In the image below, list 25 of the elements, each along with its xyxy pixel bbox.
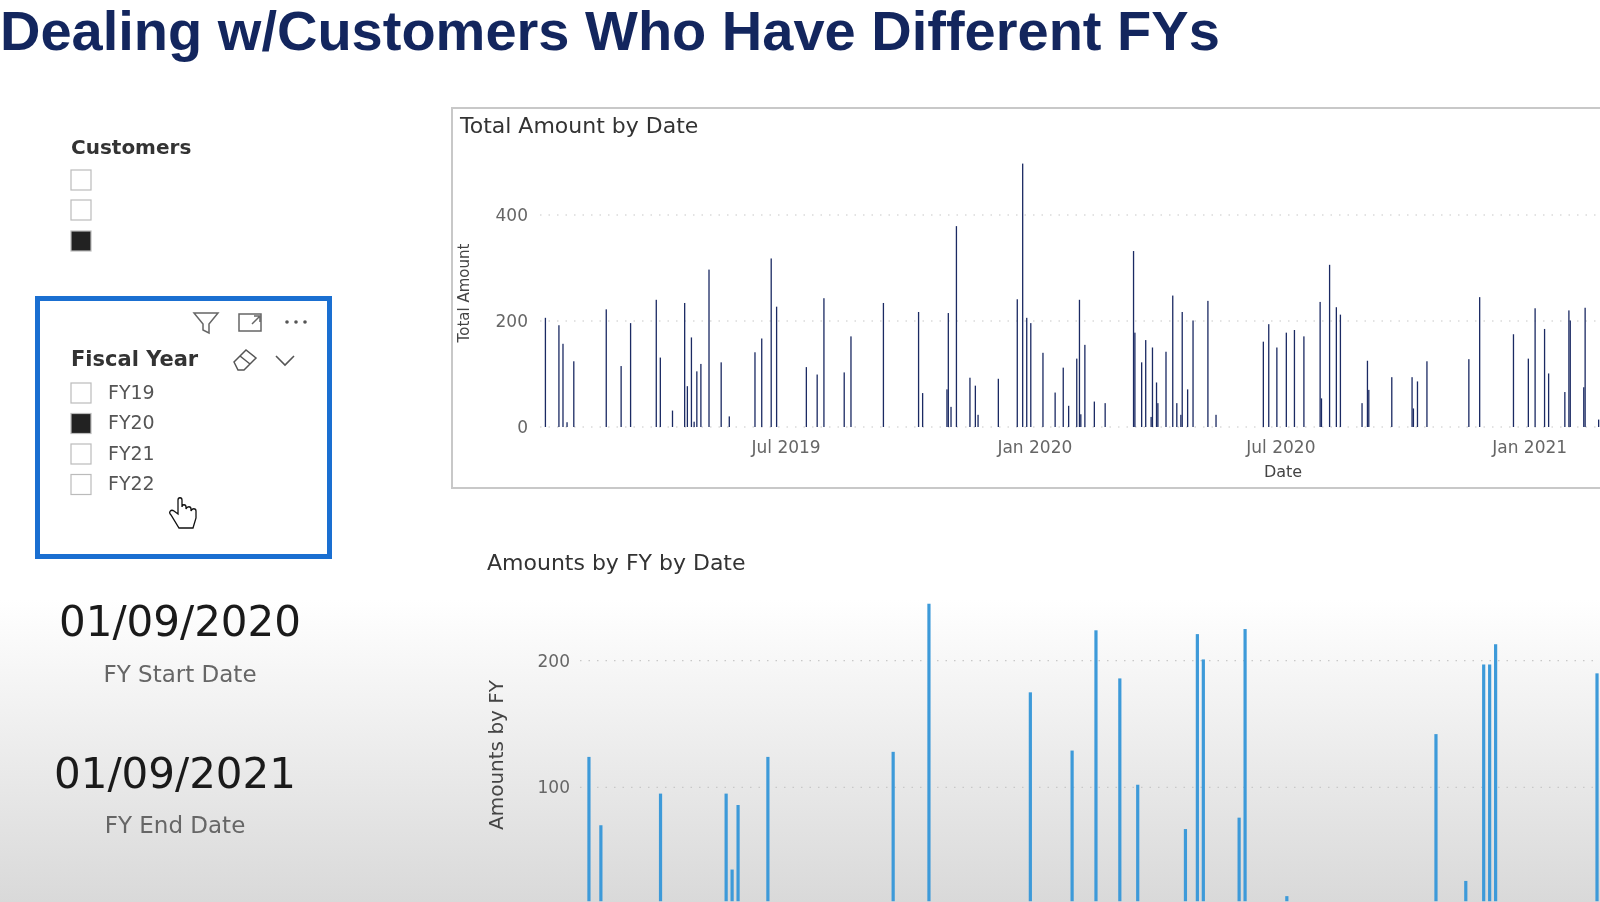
text: Customers xyxy=(71,135,192,159)
text: Dealing w/Customers Who Have Different FYs xyxy=(0,0,1220,62)
text: FY22 xyxy=(108,472,155,494)
x-tick-label: Jan 2021 xyxy=(1491,437,1568,457)
text: FY19 xyxy=(108,381,155,403)
y-tick-label: 0 xyxy=(517,416,528,437)
text: FY20 xyxy=(108,411,155,433)
text: 01/09/2020 xyxy=(58,597,302,646)
x-tick-label: Jan 2020 xyxy=(996,437,1073,457)
y-axis-title: Total Amount xyxy=(455,243,473,344)
text: FY21 xyxy=(108,442,155,464)
chart-title: Total Amount by Date xyxy=(459,113,699,138)
text: 01/09/2021 xyxy=(53,749,297,798)
y-axis-title: Amounts by FY xyxy=(484,679,508,830)
text: FY Start Date xyxy=(103,661,257,687)
y-tick-label: 200 xyxy=(495,310,528,331)
text: Fiscal Year xyxy=(71,347,199,371)
y-tick-label: 200 xyxy=(537,650,570,671)
x-tick-label: Jul 2020 xyxy=(1245,437,1316,457)
y-tick-label: 400 xyxy=(495,204,528,225)
chart-title: Amounts by FY by Date xyxy=(487,550,746,575)
text: FY End Date xyxy=(104,812,246,838)
x-axis-title: Date xyxy=(1263,462,1303,481)
x-tick-label: Jul 2019 xyxy=(750,437,821,457)
y-tick-label: 100 xyxy=(537,777,570,798)
